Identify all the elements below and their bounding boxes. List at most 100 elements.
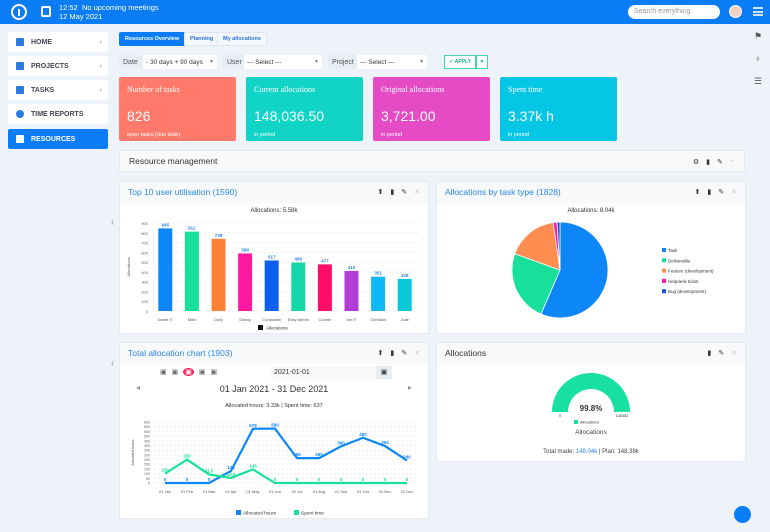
quarter-view-calendar-icon[interactable]: ▣ — [198, 369, 206, 376]
hamburger-menu-icon[interactable] — [753, 7, 763, 16]
trash-icon[interactable]: ▮ — [390, 350, 395, 357]
legend-label[interactable]: Allocations — [266, 326, 289, 331]
stat-card[interactable]: Current allocations 148,036.50 in period — [246, 77, 363, 141]
card-title: Current allocations — [254, 85, 316, 94]
legend-label[interactable]: Task — [668, 248, 678, 253]
pie-slice[interactable] — [540, 221, 609, 319]
period-range: 01 Jan 2021 - 31 Dec 2021 — [219, 384, 329, 394]
pencil-icon[interactable]: ✎ — [718, 189, 725, 196]
trash-icon[interactable]: ▮ — [707, 350, 712, 357]
y-tick-label: 200 — [144, 463, 150, 467]
bar[interactable] — [291, 262, 306, 311]
date-picker-icon[interactable]: ▣ — [376, 366, 392, 379]
bar[interactable] — [344, 270, 359, 311]
trash-icon[interactable]: ▮ — [706, 159, 711, 166]
avatar[interactable] — [729, 5, 742, 18]
day-view-calendar-icon[interactable]: ▣ — [160, 369, 167, 376]
legend-label[interactable]: Deliverable — [668, 258, 691, 263]
data-label: 250 — [183, 454, 191, 459]
collapse-chevron-left-icon[interactable]: ‹ — [111, 217, 115, 228]
legend-swatch — [662, 248, 666, 252]
widget-title[interactable]: Total allocation chart (1903) — [128, 348, 233, 358]
y-tick-label: 400 — [144, 444, 150, 448]
bar[interactable] — [317, 264, 332, 311]
plus-icon[interactable]: + — [729, 158, 734, 165]
bar[interactable] — [264, 260, 279, 311]
sidebar-item-time-reports[interactable]: TIME REPORTS — [8, 104, 108, 124]
date-select[interactable]: - 30 days + 90 days ▼ — [143, 55, 217, 69]
pie-slice[interactable] — [556, 221, 561, 271]
legend-label[interactable]: Feature (development) — [668, 269, 714, 274]
close-icon[interactable]: ✕ — [731, 350, 737, 357]
bar[interactable] — [184, 231, 199, 311]
next-period-icon[interactable]: ▸ — [408, 383, 413, 392]
pencil-icon[interactable]: ✎ — [401, 350, 408, 357]
widget-title[interactable]: Allocations — [445, 348, 487, 358]
pin-icon[interactable]: ⬆ — [377, 350, 384, 357]
pie-slice[interactable] — [514, 222, 561, 271]
sidebar-item-home[interactable]: HOME › — [8, 32, 108, 52]
bar[interactable] — [158, 228, 173, 311]
gear-icon[interactable]: ⚙ — [692, 159, 700, 166]
apply-dropdown-button[interactable]: ▼ — [476, 55, 488, 69]
close-icon[interactable]: ✕ — [414, 350, 420, 357]
user-select[interactable]: --- Select --- ▼ — [244, 55, 322, 69]
stat-card[interactable]: Original allocations 3,721.00 in period — [373, 77, 490, 141]
search-input[interactable]: Search everything — [628, 5, 720, 19]
start-date-input[interactable]: 2021-01-01 — [271, 366, 392, 379]
flag-icon[interactable]: ⚑ — [753, 31, 763, 41]
prev-period-icon[interactable]: ◂ — [136, 383, 141, 392]
week-view-calendar-icon[interactable]: ▣ — [171, 369, 179, 376]
legend-swatch — [258, 325, 263, 330]
lightbulb-icon[interactable]: ♁ — [754, 53, 762, 63]
apply-button[interactable]: ✓ APPLY — [444, 55, 476, 69]
project-select[interactable]: --- Select --- ▼ — [357, 55, 427, 69]
calendar-icon[interactable] — [41, 6, 51, 17]
bar[interactable] — [211, 238, 226, 311]
app-logo-icon[interactable] — [11, 4, 27, 20]
widget-title[interactable]: Top 10 user utilisation (1590) — [128, 187, 238, 197]
legend-label[interactable]: Spent time — [301, 511, 324, 517]
bar[interactable] — [397, 278, 412, 311]
series-line[interactable] — [164, 458, 407, 485]
bar[interactable] — [238, 253, 253, 311]
pin-icon[interactable]: ⬆ — [694, 189, 701, 196]
sidebar-item-tasks[interactable]: TASKS › — [8, 80, 108, 100]
tab-planning[interactable]: Planning — [184, 32, 220, 46]
checklist-icon[interactable]: ☰ — [753, 76, 763, 86]
sidebar-item-projects[interactable]: PROJECTS › — [8, 56, 108, 76]
stat-card[interactable]: Spent time 3.37k h in period — [500, 77, 617, 141]
pie-slice[interactable] — [511, 253, 561, 315]
bytype-widget: Allocations by task type (1828) ⬆ ▮ ✎ ✕ All… — [436, 181, 746, 334]
close-icon[interactable]: ✕ — [731, 189, 737, 196]
tab-my-allocations[interactable]: My allocations — [217, 32, 267, 46]
series-line[interactable] — [165, 427, 408, 485]
chevron-right-icon: › — [99, 86, 102, 94]
trash-icon[interactable]: ▮ — [390, 189, 395, 196]
legend-label[interactable]: Allocated hours — [243, 511, 277, 517]
x-tick-label: 01 Apr — [225, 489, 237, 494]
widget-title[interactable]: Allocations by task type (1828) — [445, 187, 561, 197]
trash-icon[interactable]: ▮ — [707, 189, 712, 196]
x-tick-label: Ian IT — [346, 317, 357, 322]
pencil-icon[interactable]: ✎ — [717, 159, 723, 166]
legend-label[interactable]: Bug (development) — [668, 289, 707, 294]
stat-card[interactable]: Number of tasks 826 open tasks (due date) — [119, 77, 236, 141]
pin-icon[interactable]: ⬆ — [377, 189, 384, 196]
chat-button-icon[interactable] — [734, 506, 751, 523]
year-view-calendar-icon[interactable]: ▣ — [210, 369, 218, 376]
meeting-info[interactable]: 12:52 No upcoming meetings 12 May 2021 — [59, 3, 159, 21]
collapse-chevron-left-icon[interactable]: ‹ — [111, 358, 115, 369]
close-icon[interactable]: ✕ — [414, 189, 420, 196]
legend-label[interactable]: Helpdesk ticket — [668, 279, 699, 284]
pencil-icon[interactable]: ✎ — [718, 350, 725, 357]
legend-label[interactable]: Allocations — [580, 420, 599, 425]
total-allocation-widget: Total allocation chart (1903) ⬆ ▮ ✎ ✕ ▣ ▣ ▣ ▣ ▣… — [119, 342, 429, 519]
bar[interactable] — [371, 276, 386, 311]
pencil-icon[interactable]: ✎ — [401, 189, 408, 196]
month-view-calendar-icon[interactable]: ▣ — [183, 368, 194, 376]
gauge-chart: 99.8% 0 148382 Allocations Allocations Total … — [543, 372, 640, 455]
legend-swatch — [574, 420, 578, 424]
tab-resources-overview[interactable]: Resources Overview — [119, 32, 186, 46]
sidebar-item-resources[interactable]: RESOURCES — [8, 129, 108, 149]
